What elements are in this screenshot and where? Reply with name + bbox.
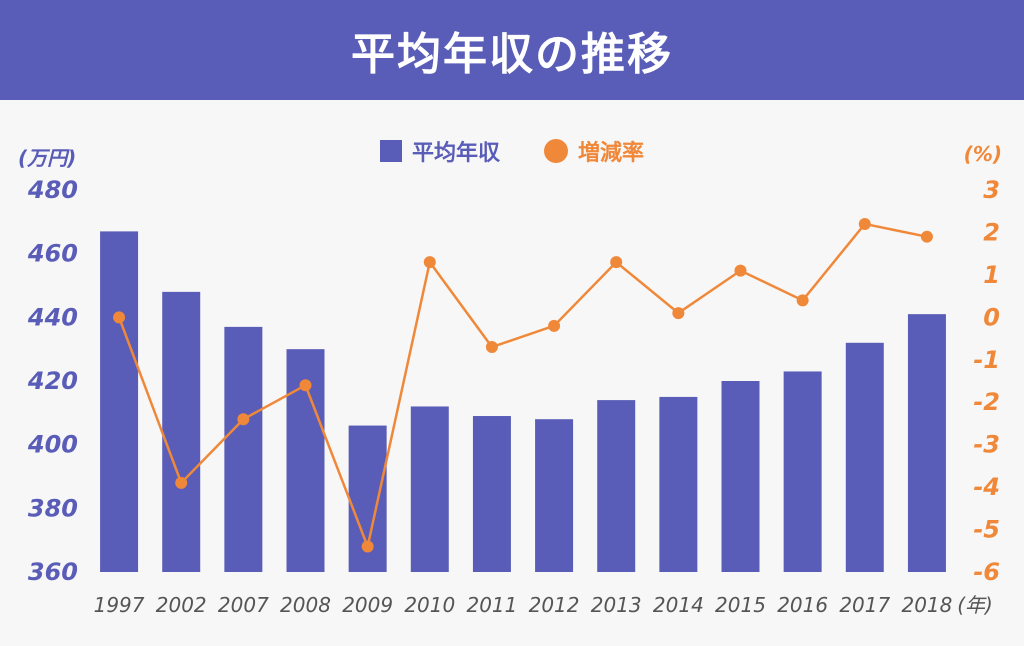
rate-point [796,294,809,307]
x-axis-tick-label: 2010 [404,593,455,617]
bar [410,406,449,572]
left-axis-tick-label: 480 [27,176,78,204]
right-axis-tick-label: 2 [983,218,1000,246]
left-axis-tick-label: 460 [27,240,78,268]
bar [907,314,946,572]
rate-point [920,230,933,243]
rate-point [610,256,623,269]
x-axis-tick-label: 2009 [342,593,393,617]
x-axis-tick-label: 2015 [715,593,766,617]
left-axis-tick-label: 400 [27,431,78,459]
legend-line-label: 増減率 [578,141,645,166]
legend-line-swatch [544,139,568,163]
legend-item-line: 増減率 [544,135,644,167]
bar [783,371,822,572]
x-axis-tick-label: 1997 [94,593,145,617]
rate-point [361,540,374,553]
chart-title: 平均年収の推移 [351,29,673,80]
rate-point [734,264,747,277]
rate-point [237,413,250,426]
right-axis-tick-label: -4 [973,473,1000,501]
rate-line [117,222,928,551]
x-axis-unit-label: (年) [957,593,993,617]
bar [845,342,884,572]
bar [535,419,574,572]
left-axis-unit: (万円) [18,146,77,170]
right-axis-tick-label: 1 [983,261,1000,289]
bar [721,381,760,572]
bar [472,416,511,572]
right-axis-tick-label: -1 [973,346,1000,374]
left-axis-tick-label: 360 [28,558,78,586]
x-axis-tick-label: 2012 [529,593,580,617]
left-axis-tick-label: 420 [27,367,78,395]
bar [162,291,201,572]
legend-bar-swatch [379,140,402,162]
right-axis-tick-label: -3 [973,431,1000,459]
rate-point [548,319,561,332]
x-axis-tick-label: 2008 [280,593,331,617]
bar [659,396,698,572]
right-axis-tick-label: 0 [983,303,1000,331]
legend: 平均年収 増減率 [0,134,1024,168]
left-axis-tick-label: 440 [27,303,78,331]
legend-item-bar: 平均年収 [379,135,500,167]
x-axis-tick-label: 2013 [591,593,642,617]
x-axis-tick-label: 2011 [466,593,517,617]
rate-point [858,217,871,230]
rate-point [672,307,685,320]
x-axis-tick-label: 2007 [218,593,269,617]
rate-point [175,476,188,489]
x-axis-tick-label: 2002 [156,593,207,617]
right-axis-unit: (%) [963,142,1002,166]
left-axis-tick-label: 380 [28,494,78,522]
right-axis-tick-label: -5 [973,516,1000,544]
rate-point [113,311,126,324]
rate-point [423,256,436,269]
bar [224,326,263,572]
right-axis-tick-label: -6 [973,558,1000,586]
x-axis-tick-label: 2014 [653,593,704,617]
rate-point [299,379,312,392]
chart-header: 平均年収の推移 [0,0,1024,100]
rate-point [485,341,498,354]
bar [597,400,636,572]
legend-bar-label: 平均年収 [411,141,500,166]
x-axis-tick-label: 2016 [777,593,828,617]
x-axis-tick-label: 2018 [901,593,952,617]
right-axis-tick-label: -2 [973,388,1000,416]
bar [100,231,139,572]
x-axis-tick-label: 2017 [839,593,890,617]
right-axis-tick-label: 3 [983,176,1000,204]
